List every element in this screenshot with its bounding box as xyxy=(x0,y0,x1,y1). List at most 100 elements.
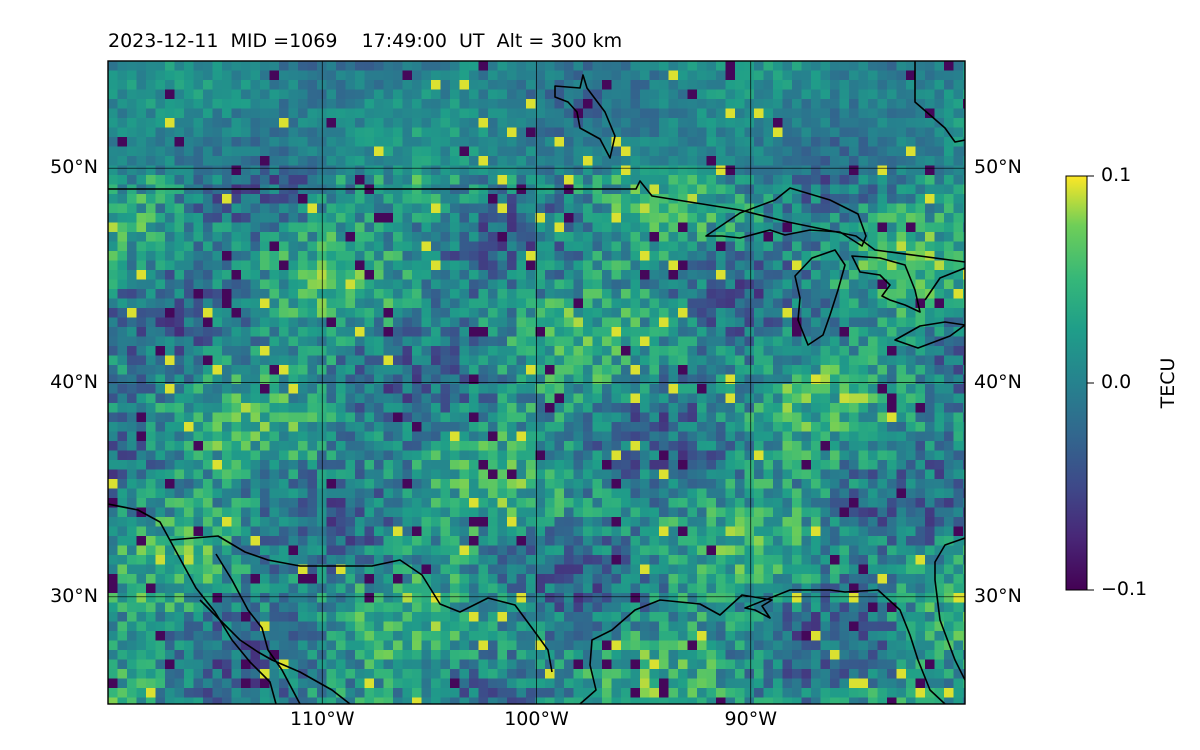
heatmap-cell xyxy=(754,251,765,262)
heatmap-cell xyxy=(279,574,290,585)
heatmap-cell xyxy=(127,317,138,328)
heatmap-cell xyxy=(516,384,527,395)
heatmap-cell xyxy=(231,213,242,224)
heatmap-cell xyxy=(421,327,432,338)
heatmap-cell xyxy=(174,270,185,281)
heatmap-cell xyxy=(193,555,204,566)
heatmap-cell xyxy=(811,441,822,452)
heatmap-cell xyxy=(583,194,594,205)
heatmap-cell xyxy=(858,545,869,556)
heatmap-cell xyxy=(288,564,299,575)
heatmap-cell xyxy=(687,317,698,328)
heatmap-cell xyxy=(849,241,860,252)
heatmap-cell xyxy=(535,260,546,271)
heatmap-cell xyxy=(459,346,470,357)
heatmap-cell xyxy=(298,384,309,395)
heatmap-cell xyxy=(782,365,793,376)
heatmap-cell xyxy=(687,118,698,129)
heatmap-cell xyxy=(839,308,850,319)
heatmap-cell xyxy=(554,165,565,176)
heatmap-cell xyxy=(117,80,128,91)
heatmap-cell xyxy=(412,441,423,452)
heatmap-cell xyxy=(203,241,214,252)
heatmap-cell xyxy=(668,298,679,309)
heatmap-cell xyxy=(744,317,755,328)
heatmap-cell xyxy=(431,270,442,281)
heatmap-cell xyxy=(858,384,869,395)
heatmap-cell xyxy=(621,355,632,366)
heatmap-cell xyxy=(212,222,223,233)
heatmap-cell xyxy=(735,80,746,91)
heatmap-cell xyxy=(697,232,708,243)
heatmap-cell xyxy=(820,574,831,585)
heatmap-cell xyxy=(592,270,603,281)
heatmap-cell xyxy=(706,279,717,290)
heatmap-cell xyxy=(412,479,423,490)
heatmap-cell xyxy=(488,61,499,72)
heatmap-cell xyxy=(212,384,223,395)
heatmap-cell xyxy=(345,232,356,243)
heatmap-cell xyxy=(820,488,831,499)
heatmap-cell xyxy=(858,89,869,100)
heatmap-cell xyxy=(421,289,432,300)
heatmap-cell xyxy=(649,270,660,281)
heatmap-cell xyxy=(146,507,157,518)
heatmap-cell xyxy=(640,270,651,281)
heatmap-cell xyxy=(602,298,613,309)
heatmap-cell xyxy=(697,137,708,148)
heatmap-cell xyxy=(953,108,964,119)
heatmap-cell xyxy=(792,393,803,404)
heatmap-cell xyxy=(298,317,309,328)
heatmap-cell xyxy=(488,80,499,91)
heatmap-cell xyxy=(336,365,347,376)
heatmap-cell xyxy=(944,374,955,385)
heatmap-cell xyxy=(554,384,565,395)
heatmap-cell xyxy=(459,251,470,262)
heatmap-cell xyxy=(117,488,128,499)
heatmap-cell xyxy=(573,374,584,385)
heatmap-cell xyxy=(165,374,176,385)
heatmap-cell xyxy=(203,336,214,347)
heatmap-cell xyxy=(459,355,470,366)
heatmap-cell xyxy=(241,479,252,490)
heatmap-cell xyxy=(801,241,812,252)
heatmap-cell xyxy=(592,118,603,129)
heatmap-cell xyxy=(184,61,195,72)
heatmap-cell xyxy=(811,203,822,214)
heatmap-cell xyxy=(649,422,660,433)
heatmap-cell xyxy=(459,441,470,452)
heatmap-cell xyxy=(706,232,717,243)
heatmap-cell xyxy=(668,89,679,100)
heatmap-cell xyxy=(507,469,518,480)
heatmap-cell xyxy=(469,251,480,262)
heatmap-cell xyxy=(459,507,470,518)
heatmap-cell xyxy=(279,118,290,129)
heatmap-cell xyxy=(877,70,888,81)
heatmap-cell xyxy=(687,422,698,433)
heatmap-cell xyxy=(849,564,860,575)
heatmap-cell xyxy=(412,89,423,100)
heatmap-cell xyxy=(478,517,489,528)
heatmap-cell xyxy=(108,118,119,129)
heatmap-cell xyxy=(858,260,869,271)
heatmap-cell xyxy=(174,289,185,300)
heatmap-cell xyxy=(155,441,166,452)
heatmap-cell xyxy=(564,108,575,119)
heatmap-cell xyxy=(887,574,898,585)
heatmap-cell xyxy=(830,118,841,129)
heatmap-cell xyxy=(127,194,138,205)
heatmap-cell xyxy=(839,374,850,385)
heatmap-cell xyxy=(706,536,717,547)
heatmap-cell xyxy=(773,251,784,262)
heatmap-cell xyxy=(640,374,651,385)
heatmap-cell xyxy=(554,479,565,490)
heatmap-cell xyxy=(763,118,774,129)
heatmap-cell xyxy=(649,61,660,72)
heatmap-cell xyxy=(383,241,394,252)
heatmap-cell xyxy=(953,412,964,423)
heatmap-cell xyxy=(478,403,489,414)
heatmap-cell xyxy=(953,555,964,566)
heatmap-cell xyxy=(953,545,964,556)
heatmap-cell xyxy=(792,507,803,518)
heatmap-cell xyxy=(649,298,660,309)
